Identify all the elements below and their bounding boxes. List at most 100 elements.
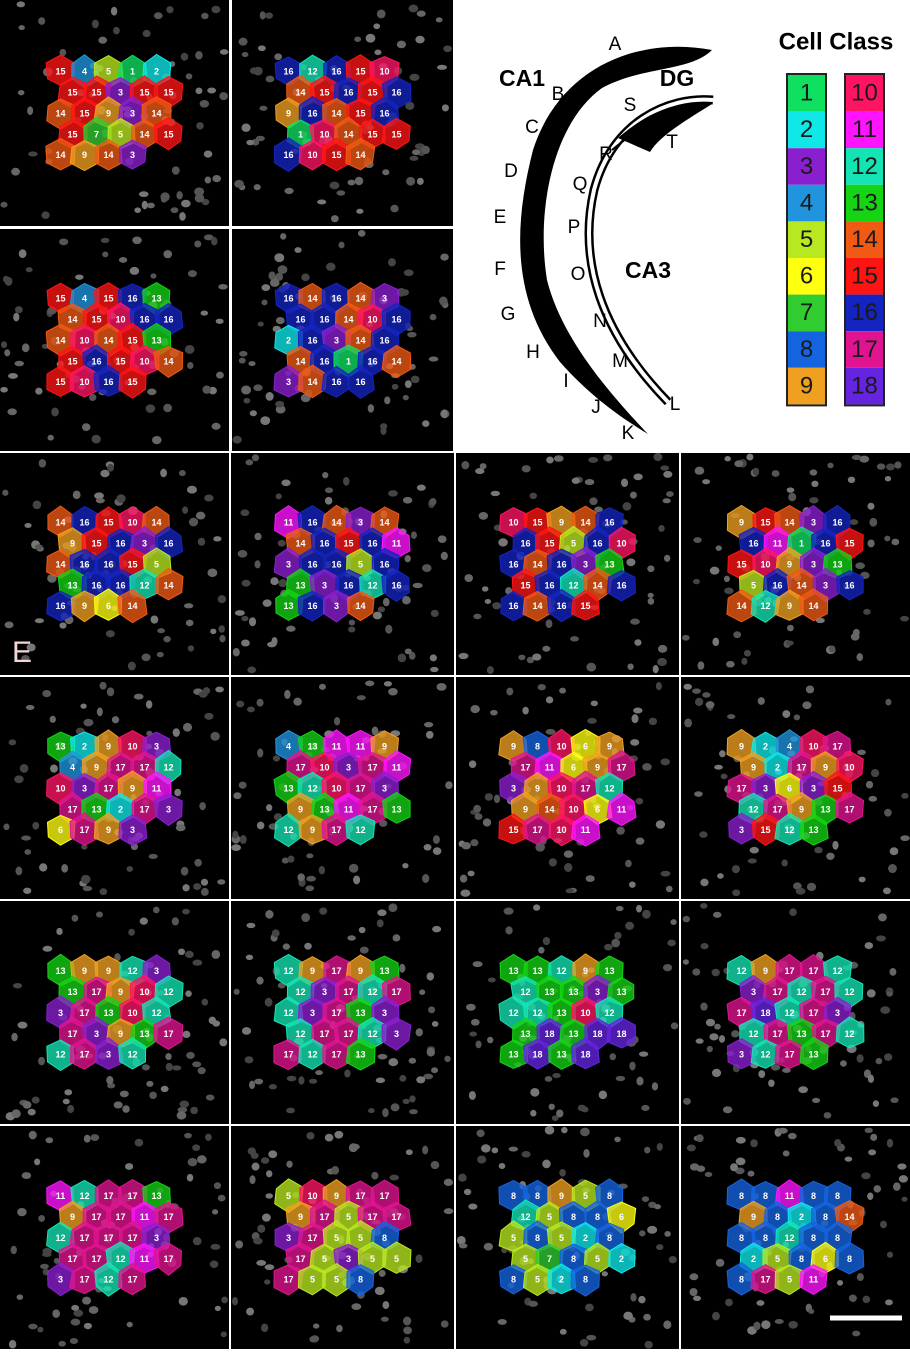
cell-class-label: 11 [152,783,162,793]
nucleus [700,1003,707,1011]
nucleus [179,212,186,221]
nucleus [134,694,144,700]
region-letter: P [568,217,581,238]
nucleus [163,636,170,642]
nucleus [231,844,241,851]
nucleus [712,969,720,977]
cell-class-label: 9 [787,559,792,569]
cell-class-label: 11 [617,804,627,814]
cell-class-label: 13 [379,966,389,976]
cell-class-label: 10 [79,377,89,387]
nucleus [126,866,133,872]
nucleus [614,932,621,939]
nucleus [753,468,759,476]
nucleus [256,977,263,985]
cell-class-label: 13 [808,1050,818,1060]
nucleus [239,358,246,364]
nucleus [336,1325,343,1332]
cell-class-label: 3 [142,538,147,548]
nucleus [253,384,262,391]
nucleus [700,879,708,887]
cell-class-label: 17 [163,1029,173,1039]
nucleus [278,540,286,547]
nucleus [431,1161,440,1169]
cell-class-label: 9 [523,804,528,814]
nucleus [249,617,256,626]
nucleus [188,645,194,651]
cell-class-label: 11 [785,1191,795,1201]
cell-class-label: 17 [844,804,854,814]
nucleus [186,73,193,79]
nucleus [589,497,597,505]
cell-class-label: 14 [307,294,317,304]
cell-class-label: 16 [307,601,317,611]
nucleus [80,703,86,708]
cell-class-label: 17 [79,1233,89,1243]
nucleus [733,631,741,638]
nucleus [276,317,285,324]
nucleus [471,1019,480,1026]
cell-class-label: 17 [163,1254,173,1264]
cell-class-label: 12 [355,825,365,835]
nucleus [265,910,273,919]
cell-class-label: 16 [283,67,293,77]
nucleus [242,580,251,587]
nucleus [211,1244,221,1250]
cell-class-label: 14 [55,559,65,569]
cell-class-label: 17 [343,1029,353,1039]
nucleus [348,626,355,632]
nucleus [127,1322,133,1328]
nucleus [538,684,546,690]
nucleus [852,455,862,460]
nucleus [702,479,710,484]
nucleus [276,493,282,499]
nucleus [669,1256,677,1263]
nucleus [444,1056,450,1062]
cell-class-label: 17 [79,1008,89,1018]
legend-label: 11 [852,116,877,143]
nucleus [270,577,278,585]
image-panel: 1015914161615516101614163131516121416161… [456,453,679,675]
nucleus [634,639,641,646]
nucleus [404,1337,410,1344]
nucleus [309,1336,318,1343]
nucleus [849,1295,857,1302]
nucleus [379,1270,386,1277]
cell-class-label: 14 [532,601,542,611]
cell-class-label: 17 [127,1233,137,1243]
nucleus [505,926,512,934]
nucleus [268,1150,277,1158]
nucleus [633,474,642,481]
nucleus [409,5,419,13]
nucleus [265,12,273,19]
nucleus [580,1128,590,1137]
nucleus [522,1151,531,1158]
cell-class-label: 12 [151,1008,161,1018]
nucleus [254,1079,263,1085]
nucleus [319,866,325,875]
cell-class-label: 8 [595,1212,600,1222]
nucleus [39,459,47,468]
nucleus [193,883,201,890]
nucleus [392,384,399,390]
nucleus [67,1105,74,1113]
cell-class-label: 3 [154,1233,159,1243]
nucleus [403,1317,411,1326]
cell-class-label: 14 [127,601,137,611]
nucleus [304,943,312,950]
cell-class-label: 17 [319,1029,329,1039]
cell-class-label: 10 [127,1008,137,1018]
cell-class-label: 10 [127,742,137,752]
nucleus [692,968,700,975]
nucleus [477,1130,485,1138]
nucleus [142,1064,150,1070]
nucleus [210,1261,219,1268]
nucleus [182,909,190,915]
nucleus [444,1179,453,1186]
nucleus [654,1204,661,1209]
cell-class-label: 10 [139,356,149,366]
nucleus [542,646,550,652]
nucleus [696,1134,704,1142]
cell-class-label: 12 [748,1029,758,1039]
cell-class-label: 5 [559,1233,564,1243]
